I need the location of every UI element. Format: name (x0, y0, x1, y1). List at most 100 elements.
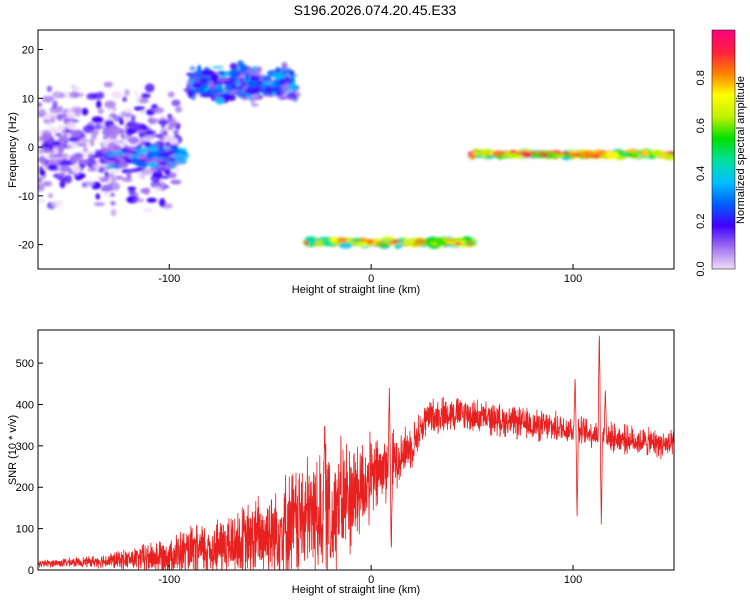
spectrogram-blob (100, 187, 109, 192)
spectrogram-blob (52, 91, 63, 99)
spectrogram-blob (158, 162, 169, 166)
spectrogram-blob (38, 176, 43, 183)
spectrogram-blob (97, 108, 104, 114)
spectrogram-blob (48, 193, 54, 199)
spectrogram-x-tick-label: 0 (368, 273, 374, 285)
snr-frame (37, 329, 675, 571)
spectrogram-blob (189, 66, 196, 71)
spectrogram-blob (106, 173, 115, 180)
spectrogram-blob (381, 235, 395, 243)
spectrogram-blob (454, 242, 462, 246)
spectrogram-blob (134, 91, 139, 96)
spectrogram-blob (95, 193, 101, 200)
spectrogram-blob (126, 171, 132, 179)
spectrogram-blob (208, 80, 215, 88)
spectrogram-blob (429, 236, 437, 243)
spectrogram-blob (336, 237, 348, 243)
spectrogram-blob (128, 190, 137, 195)
spectrogram-blob (142, 168, 153, 175)
spectrogram-blob (266, 78, 274, 84)
spectrogram-blob (93, 202, 105, 207)
spectrogram-blob (130, 168, 141, 173)
spectrogram-blob (109, 182, 121, 191)
spectrogram-blob (51, 200, 63, 208)
spectrogram-blob (127, 186, 135, 191)
spectrogram-blob (128, 154, 140, 159)
spectrogram-blob (262, 91, 271, 96)
spectrogram-blob (170, 144, 179, 152)
spectrogram-blob (280, 85, 292, 91)
spectrogram-blob (192, 75, 200, 82)
spectrogram-blob (59, 179, 66, 189)
spectrogram-blob (582, 150, 594, 157)
spectrogram-blob (108, 124, 118, 131)
spectrogram-blob (204, 67, 210, 71)
spectrogram-blob (38, 197, 46, 204)
spectrogram-blob (47, 164, 58, 171)
spectrogram-blob (72, 165, 81, 174)
spectrogram-y-tick-label: 0 (28, 142, 34, 154)
snr-x-tick-label: 0 (368, 574, 374, 586)
spectrogram-blob (86, 168, 98, 172)
spectrogram-blob (289, 75, 294, 80)
spectrogram-blob (157, 166, 166, 172)
spectrogram-blob (140, 188, 149, 194)
spectrogram-blob (112, 139, 122, 143)
spectrogram-blob (140, 147, 153, 151)
spectrogram-blob (275, 80, 280, 84)
spectrogram-blob (664, 153, 674, 161)
spectrogram-blob (175, 106, 183, 113)
spectrogram-blob (53, 147, 59, 155)
spectrogram-blob (192, 83, 203, 89)
spectrogram-blob (42, 95, 54, 103)
spectrogram-blob (167, 113, 173, 119)
spectrogram-blob (259, 83, 267, 90)
spectrogram-blob (79, 142, 87, 147)
spectrogram-blob (161, 123, 166, 130)
spectrogram-blob (94, 123, 102, 131)
spectrogram-blob (144, 83, 155, 93)
spectrogram-blob (145, 130, 156, 135)
spectrogram-blob (99, 176, 110, 183)
colorbar-tick-label: 0.4 (695, 166, 707, 181)
spectrogram-blob (95, 140, 107, 144)
spectrogram-blob (249, 96, 261, 101)
spectrogram-blob (119, 118, 124, 126)
spectrogram-blob (202, 78, 208, 82)
spectrogram-blob (60, 92, 65, 99)
spectrogram-blob (552, 153, 566, 158)
spectrogram-y-ticks: -20 -10 0 10 20 (18, 45, 43, 252)
spectrogram-blob (202, 93, 215, 98)
spectrogram-blob (251, 103, 259, 107)
spectrogram-blob (126, 119, 137, 128)
spectrogram-blob (282, 77, 293, 83)
spectrogram-blob (104, 100, 116, 109)
spectrogram-blob (215, 97, 224, 105)
spectrogram-blob (218, 70, 226, 76)
spectrogram-blob (276, 87, 284, 92)
spectrogram-blob (272, 92, 277, 96)
spectrogram-blob (104, 160, 118, 165)
spectrogram-blob (146, 118, 159, 123)
spectrogram-blob (99, 124, 105, 129)
spectrogram-blob (79, 139, 90, 143)
figure-title: S196.2026.074.20.45.E33 (294, 2, 457, 18)
spectrogram-blob (277, 95, 289, 100)
spectrogram-blob (212, 65, 224, 70)
spectrogram-blob (153, 134, 164, 138)
spectrogram-blob (86, 93, 98, 100)
spectrogram-blob (466, 241, 474, 247)
spectrogram-blob (38, 145, 44, 155)
spectrogram-blob (140, 93, 151, 99)
spectrogram-y-tick-label: 10 (22, 93, 34, 105)
spectrogram-blob (164, 168, 171, 176)
spectrogram-blob (159, 116, 167, 124)
colorbar-label: Normalized spectral amplitude (735, 76, 747, 224)
spectrogram-blob (118, 162, 129, 169)
snr-x-ticks: -100 0 100 (158, 565, 582, 586)
spectrogram-blob (81, 107, 89, 116)
spectrogram-blob (150, 174, 161, 183)
spectrogram-blob (108, 131, 120, 135)
spectrogram-blob (445, 240, 455, 244)
